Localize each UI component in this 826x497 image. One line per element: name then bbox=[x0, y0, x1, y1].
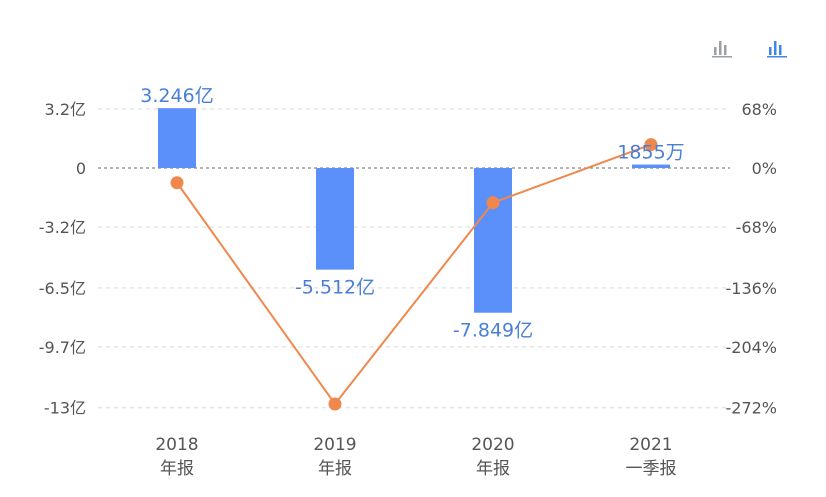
line-point bbox=[644, 138, 658, 152]
right-axis: 68% 0% -68% -136% -204% -272% bbox=[725, 100, 777, 418]
icon-bar bbox=[774, 41, 777, 55]
bar-chart-icon[interactable] bbox=[767, 41, 787, 58]
bar-data-labels: 3.246亿 -5.512亿 -7.849亿 1855万 bbox=[140, 85, 684, 342]
right-tick-label: -272% bbox=[725, 399, 777, 418]
x-tick-period: 年报 bbox=[318, 459, 352, 479]
bar bbox=[474, 168, 512, 313]
x-tick-period: 一季报 bbox=[626, 459, 677, 479]
line-point bbox=[486, 196, 500, 210]
bar-series bbox=[158, 108, 670, 313]
left-axis: 3.2亿 0 -3.2亿 -6.5亿 -9.7亿 -13亿 bbox=[39, 100, 86, 418]
grid-lines bbox=[98, 108, 730, 409]
bar-value-label: -5.512亿 bbox=[295, 277, 375, 299]
left-tick-label: 3.2亿 bbox=[45, 100, 86, 119]
line-point bbox=[170, 176, 184, 190]
icon-bar bbox=[724, 45, 727, 55]
x-tick-year: 2019 bbox=[313, 435, 356, 455]
right-tick-label: 68% bbox=[741, 100, 777, 119]
line-series bbox=[170, 138, 658, 411]
icon-bar bbox=[769, 47, 772, 55]
chart-toolbar bbox=[712, 41, 787, 58]
x-tick-year: 2020 bbox=[471, 435, 514, 455]
right-tick-label: -136% bbox=[725, 279, 777, 298]
bar-chart-icon[interactable] bbox=[712, 41, 732, 58]
bar-value-label: 3.246亿 bbox=[140, 85, 213, 107]
x-axis: 2018 年报 2019 年报 2020 年报 2021 一季报 bbox=[155, 435, 676, 479]
right-tick-label: -68% bbox=[736, 218, 777, 237]
left-tick-label: 0 bbox=[76, 159, 86, 178]
left-tick-label: -6.5亿 bbox=[39, 279, 86, 298]
bar bbox=[158, 108, 196, 168]
line-point bbox=[328, 397, 342, 411]
line-path bbox=[176, 143, 652, 406]
left-tick-label: -13亿 bbox=[44, 399, 86, 418]
x-tick-year: 2018 bbox=[155, 435, 198, 455]
icon-baseline bbox=[712, 56, 732, 58]
bar bbox=[632, 164, 670, 168]
bar-value-label: 1855万 bbox=[617, 142, 684, 164]
x-tick-year: 2021 bbox=[629, 435, 672, 455]
icon-bar bbox=[719, 41, 722, 55]
icon-baseline bbox=[767, 56, 787, 58]
icon-bar bbox=[779, 45, 782, 55]
bar bbox=[316, 168, 354, 270]
bar-value-label: -7.849亿 bbox=[453, 320, 533, 342]
x-tick-period: 年报 bbox=[476, 459, 510, 479]
right-tick-label: -204% bbox=[725, 338, 777, 357]
left-tick-label: -9.7亿 bbox=[39, 338, 86, 357]
left-tick-label: -3.2亿 bbox=[39, 218, 86, 237]
x-tick-period: 年报 bbox=[160, 459, 194, 479]
right-tick-label: 0% bbox=[752, 159, 777, 178]
icon-bar bbox=[714, 47, 717, 55]
